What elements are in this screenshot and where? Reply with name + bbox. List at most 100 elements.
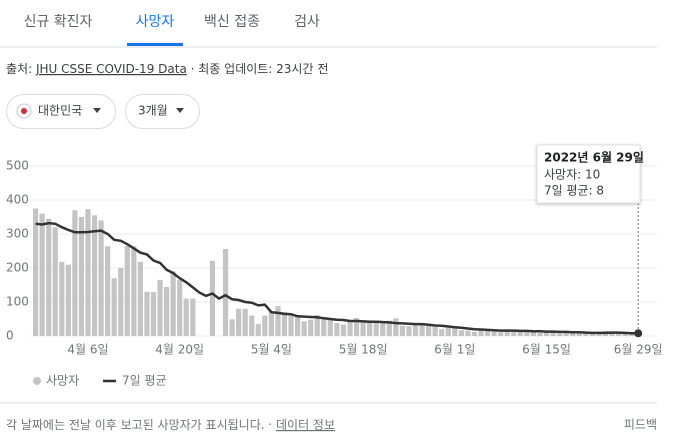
bar bbox=[524, 331, 530, 336]
flag-mark bbox=[21, 108, 27, 114]
bar bbox=[367, 320, 373, 336]
bar bbox=[46, 218, 52, 336]
bar bbox=[596, 333, 602, 336]
source-prefix: 출처: bbox=[6, 62, 32, 76]
bar bbox=[281, 312, 288, 336]
bar bbox=[85, 209, 91, 336]
bar bbox=[629, 334, 635, 336]
bar bbox=[439, 329, 445, 336]
legend-label: 사망자 bbox=[46, 374, 79, 388]
bar bbox=[144, 291, 150, 336]
bar bbox=[517, 330, 523, 336]
bar bbox=[589, 333, 595, 336]
bar bbox=[583, 332, 589, 336]
bar bbox=[432, 326, 438, 336]
bar bbox=[334, 323, 340, 336]
bar bbox=[452, 327, 458, 336]
bar bbox=[229, 319, 235, 336]
legend-swatch bbox=[33, 377, 41, 385]
bar bbox=[177, 279, 183, 336]
bar bbox=[249, 315, 255, 336]
x-tick-label: 6월 1일 bbox=[434, 343, 475, 357]
bar bbox=[393, 318, 399, 336]
bar bbox=[308, 319, 314, 336]
updated: · 최종 업데이트: 23시간 전 bbox=[191, 62, 329, 76]
x-tick-label: 6월 29일 bbox=[614, 343, 663, 357]
bar bbox=[543, 331, 550, 336]
y-tick-label: 0 bbox=[6, 329, 14, 343]
dropdown-arrow bbox=[93, 108, 101, 113]
bar bbox=[471, 331, 478, 336]
legend-label: 7일 평균 bbox=[122, 374, 167, 388]
bar bbox=[262, 315, 268, 336]
bar bbox=[491, 331, 497, 336]
bar bbox=[222, 248, 229, 336]
bar bbox=[412, 324, 419, 336]
tooltip-line: 사망자: 10 bbox=[544, 168, 600, 182]
bar bbox=[236, 308, 242, 336]
bar bbox=[504, 329, 510, 336]
bar bbox=[327, 318, 333, 336]
source: 출처: JHU CSSE COVID-19 Data · 최종 업데이트: 23… bbox=[6, 62, 328, 76]
feedback[interactable]: 피드백 bbox=[624, 418, 657, 432]
bar bbox=[484, 330, 491, 336]
tooltip-line: 7일 평균: 8 bbox=[544, 184, 604, 198]
bar bbox=[498, 332, 504, 336]
y-tick-label: 500 bbox=[6, 159, 29, 173]
tab[interactable]: 신규 확진자 bbox=[24, 14, 93, 30]
bar bbox=[426, 324, 432, 336]
bar bbox=[314, 315, 320, 336]
bar bbox=[105, 246, 111, 336]
dropdown-label[interactable]: 대한민국 bbox=[38, 104, 82, 118]
x-tick-label: 5월 4일 bbox=[251, 343, 292, 357]
bar bbox=[399, 325, 405, 336]
bar bbox=[242, 308, 248, 336]
chart: 0 100 200 300 400 500 4월 6일 4월 20일 5월 4일 5월 18일 6월… bbox=[6, 144, 663, 388]
bar bbox=[530, 331, 536, 336]
bar bbox=[380, 323, 386, 336]
bar bbox=[183, 298, 189, 336]
source-link[interactable]: JHU CSSE COVID-19 Data bbox=[35, 62, 187, 76]
bar bbox=[340, 324, 347, 336]
bar bbox=[137, 261, 143, 336]
x-tick-label: 4월 20일 bbox=[155, 343, 204, 357]
bar bbox=[33, 208, 39, 336]
dropdown-label[interactable]: 3개월 bbox=[138, 104, 168, 118]
tab-active[interactable]: 사망자 bbox=[136, 14, 175, 30]
bar bbox=[59, 261, 65, 336]
bar bbox=[301, 321, 307, 336]
bar bbox=[78, 217, 85, 336]
bar bbox=[511, 330, 517, 336]
bar bbox=[557, 333, 563, 336]
region-dropdown[interactable] bbox=[6, 94, 116, 129]
bar bbox=[622, 333, 628, 336]
bar bbox=[347, 321, 353, 336]
bar bbox=[91, 215, 98, 336]
bar bbox=[419, 323, 425, 336]
bar bbox=[190, 298, 196, 336]
bar bbox=[170, 271, 176, 336]
x-tick-label: 5월 18일 bbox=[339, 343, 388, 357]
bar bbox=[98, 220, 104, 336]
range-dropdown[interactable] bbox=[125, 94, 200, 129]
bar bbox=[39, 213, 45, 336]
bar bbox=[478, 328, 484, 336]
footer-note: 각 날짜에는 전날 이후 보고된 사망자가 표시됩니다. · 데이터 정보 bbox=[6, 418, 335, 432]
bar bbox=[164, 287, 170, 336]
tooltip-title: 2022년 6월 29일 bbox=[544, 150, 644, 165]
data-info-link[interactable]: 데이터 정보 bbox=[276, 418, 335, 432]
bar bbox=[615, 332, 622, 336]
bar bbox=[537, 332, 543, 336]
tab[interactable]: 검사 bbox=[294, 14, 320, 30]
bar bbox=[157, 279, 163, 336]
bar bbox=[124, 245, 130, 336]
bar bbox=[550, 332, 556, 336]
bar bbox=[288, 315, 294, 336]
bar bbox=[150, 292, 157, 336]
tab[interactable]: 백신 접종 bbox=[204, 14, 260, 30]
bar bbox=[386, 320, 392, 336]
bar bbox=[373, 322, 379, 336]
bar bbox=[570, 332, 576, 336]
